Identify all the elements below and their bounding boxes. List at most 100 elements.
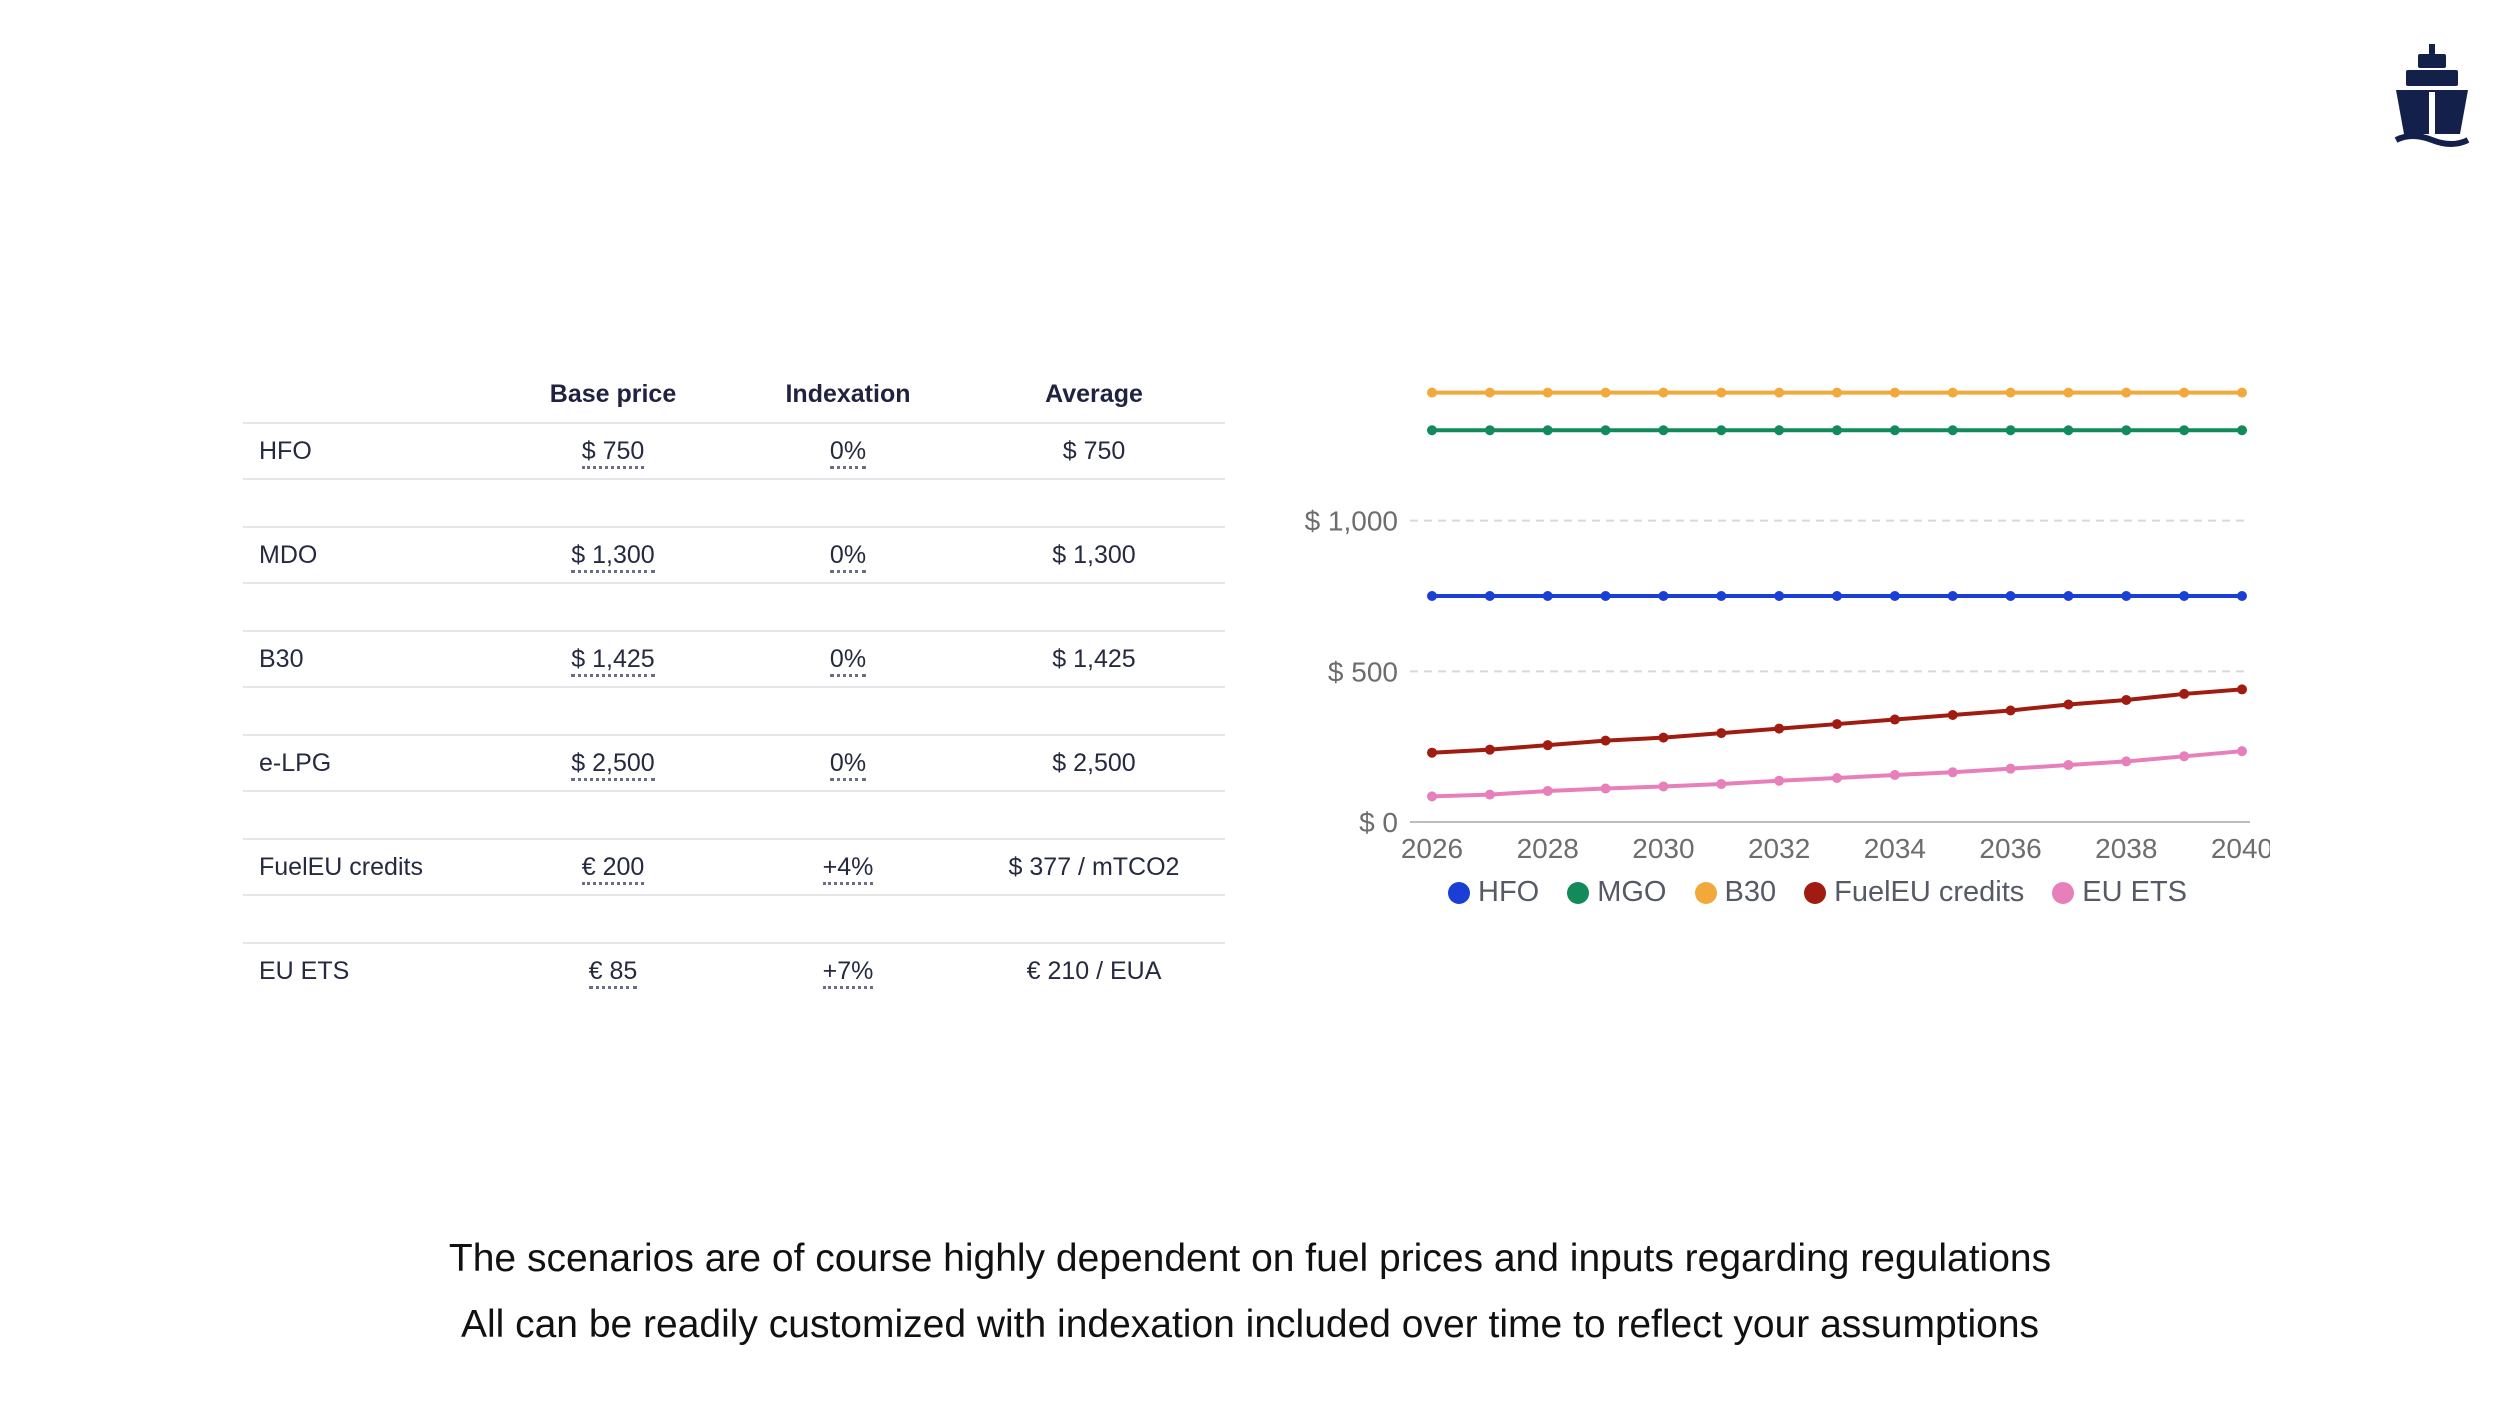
- data-point: [1484, 387, 1495, 398]
- data-point: [2005, 591, 2016, 601]
- fuel-price-line-chart: $ 0 $ 500 $ 1,000 2026 2028 2030 2032 2034 2036 2…: [1305, 387, 2270, 864]
- data-point: [1889, 591, 1900, 601]
- data-point: [1716, 779, 1727, 790]
- caption-line-2: All can be readily customized with index…: [460, 1303, 2040, 1346]
- indexation-value[interactable]: +7%: [822, 956, 874, 989]
- average-value: $ 750: [963, 423, 1225, 480]
- data-point: [2005, 387, 2016, 398]
- data-point: [1774, 723, 1785, 734]
- data-point: [1716, 728, 1727, 739]
- indexation-value[interactable]: 0%: [829, 748, 867, 781]
- header-name: [243, 366, 493, 424]
- data-point: [1427, 591, 1437, 601]
- indexation-value[interactable]: 0%: [829, 540, 867, 573]
- data-point: [1774, 425, 1785, 436]
- data-point: [1600, 425, 1611, 436]
- data-point: [2237, 387, 2247, 398]
- data-point: [1889, 387, 1900, 398]
- data-point: [1947, 710, 1958, 721]
- table-spacer: [243, 479, 1225, 528]
- data-point: [2237, 591, 2247, 601]
- legend-item[interactable]: B30: [1694, 876, 1776, 909]
- data-point: [2121, 694, 2132, 705]
- average-value: $ 377 / mTCO2: [963, 839, 1225, 896]
- row-name: MDO: [243, 527, 493, 584]
- data-point: [1889, 769, 1900, 780]
- x-tick-label: 2034: [1864, 833, 1926, 864]
- legend-label: HFO: [1478, 876, 1540, 908]
- x-tick-label: 2030: [1632, 833, 1694, 864]
- data-point: [2063, 425, 2074, 436]
- data-point: [1774, 387, 1785, 398]
- base-price-value[interactable]: € 200: [581, 852, 645, 885]
- data-point: [1542, 740, 1553, 751]
- data-point: [1600, 783, 1611, 794]
- legend-item[interactable]: HFO: [1448, 876, 1539, 909]
- legend-swatch: [1448, 881, 1470, 904]
- legend-item[interactable]: EU ETS: [2052, 876, 2187, 909]
- indexation-value[interactable]: +4%: [822, 852, 874, 885]
- data-point: [2063, 699, 2074, 710]
- data-point: [1774, 775, 1785, 786]
- x-tick-label: 2028: [1517, 833, 1579, 864]
- row-name: EU ETS: [259, 956, 350, 985]
- data-point: [1658, 387, 1669, 398]
- data-point: [1600, 591, 1611, 601]
- legend-swatch: [1567, 881, 1590, 904]
- data-point: [1542, 387, 1553, 398]
- base-price-value[interactable]: $ 1,425: [571, 644, 655, 677]
- x-tick-label: 2038: [2095, 833, 2157, 864]
- base-price-value[interactable]: $ 1,300: [571, 540, 655, 573]
- fuel-price-table: Base price Indexation Average HFO $ 750 …: [243, 366, 1225, 998]
- data-point: [1427, 425, 1437, 436]
- data-point: [1774, 591, 1785, 601]
- legend-label: MGO: [1597, 876, 1667, 908]
- data-point: [1484, 591, 1495, 601]
- caption-line-1: The scenarios are of course highly depen…: [448, 1237, 2052, 1280]
- data-point: [2179, 425, 2190, 436]
- indexation-value[interactable]: 0%: [829, 436, 867, 469]
- data-point: [1832, 719, 1842, 730]
- y-tick-label: $ 1,000: [1305, 506, 1398, 537]
- data-point: [1600, 735, 1611, 746]
- data-point: [1716, 425, 1727, 436]
- data-point: [2121, 425, 2132, 436]
- header-base-price: Base price: [493, 366, 733, 424]
- y-tick-label: $ 500: [1328, 656, 1398, 687]
- data-point: [2237, 746, 2247, 757]
- data-point: [1832, 773, 1842, 784]
- header-average: Average: [963, 366, 1225, 424]
- table-row: e-LPG $ 2,500 0% $ 2,500: [243, 735, 1225, 792]
- data-point: [1658, 425, 1669, 436]
- table-row: MDO $ 1,300 0% $ 1,300: [243, 527, 1225, 584]
- legend-item[interactable]: FuelEU credits: [1804, 876, 2024, 909]
- data-point: [1889, 714, 1900, 725]
- data-point: [1484, 425, 1495, 436]
- x-tick-label: 2032: [1748, 833, 1810, 864]
- data-point: [2005, 705, 2016, 716]
- indexation-value[interactable]: 0%: [829, 644, 867, 677]
- data-point: [2121, 591, 2132, 601]
- data-point: [2179, 591, 2190, 601]
- base-price-value[interactable]: $ 2,500: [571, 748, 655, 781]
- data-point: [1889, 425, 1900, 436]
- row-name: B30: [243, 631, 493, 688]
- y-tick-label: $ 0: [1359, 807, 1398, 838]
- legend-item[interactable]: MGO: [1567, 876, 1667, 909]
- table-spacer: [243, 791, 1225, 840]
- base-price-value[interactable]: $ 750: [581, 436, 645, 469]
- base-price-value[interactable]: € 85: [588, 956, 638, 989]
- average-value: € 210 / EUA: [1026, 956, 1162, 985]
- data-point: [1484, 789, 1495, 800]
- x-tick-label: 2036: [1979, 833, 2041, 864]
- legend-swatch: [1694, 881, 1717, 904]
- legend-label: FuelEU credits: [1834, 876, 2025, 908]
- table-row: FuelEU credits € 200 +4% $ 377 / mTCO2: [243, 839, 1225, 896]
- data-point: [1947, 387, 1958, 398]
- data-point: [1832, 591, 1842, 601]
- average-value: $ 2,500: [963, 735, 1225, 792]
- legend-swatch: [1804, 881, 1827, 904]
- data-point: [1716, 591, 1727, 601]
- data-point: [1427, 387, 1437, 398]
- table-row: EU ETS € 85 +7% € 210 / EUA: [243, 943, 1225, 998]
